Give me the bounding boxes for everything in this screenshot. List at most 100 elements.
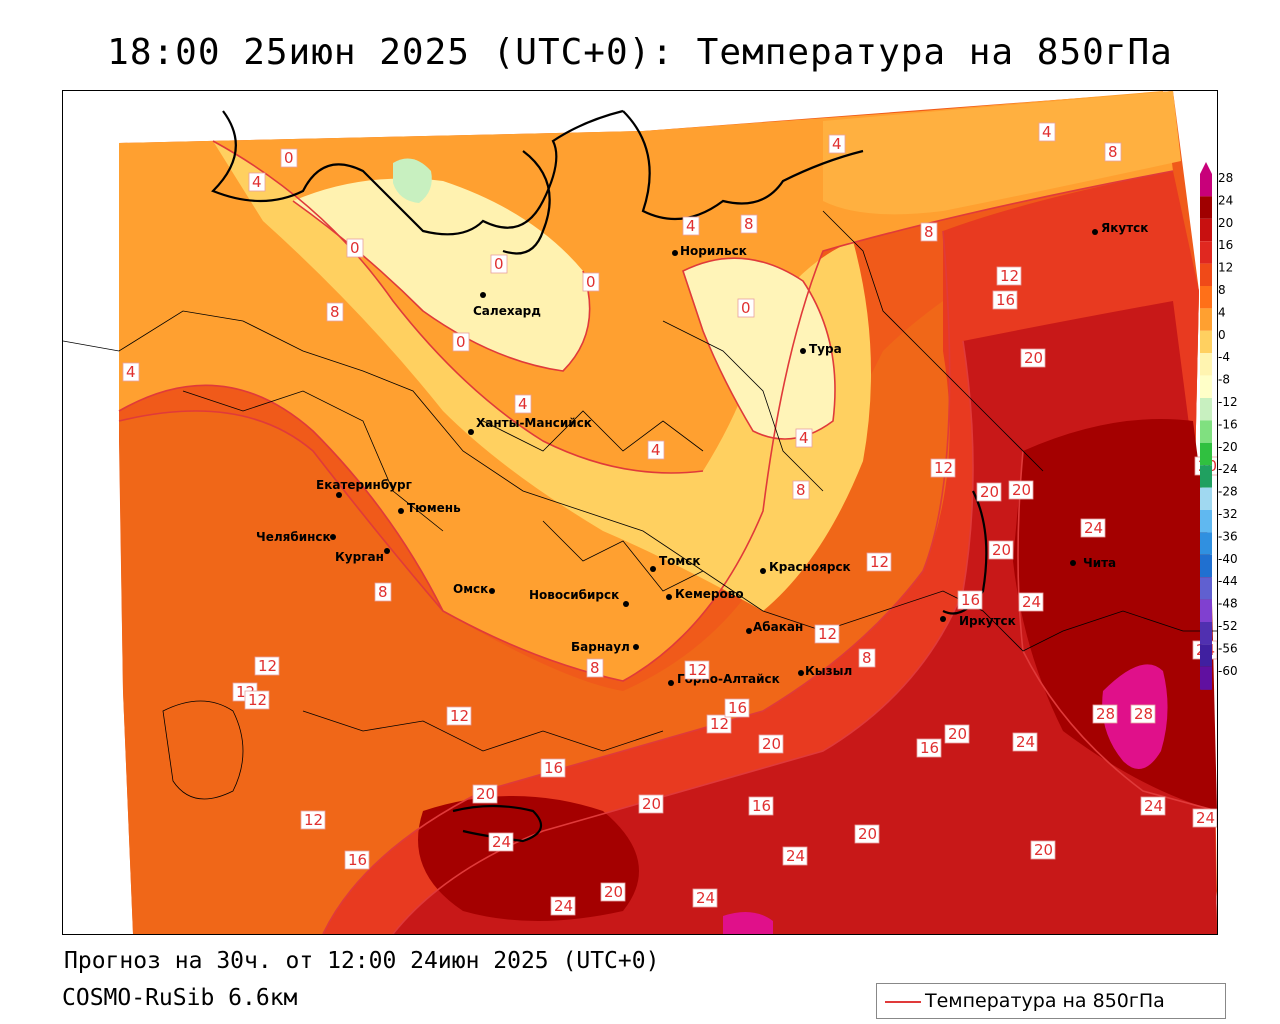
- city-chita[interactable]: Чита: [1070, 556, 1116, 570]
- colorbar-tick-label: -12: [1218, 395, 1238, 409]
- colorbar-swatch: [1200, 241, 1212, 264]
- svg-text:16: 16: [348, 851, 367, 869]
- city-abakan[interactable]: Абакан: [746, 620, 803, 634]
- temp-zone-neg4: [393, 158, 432, 203]
- city-kyzyl[interactable]: Кызыл: [798, 664, 852, 678]
- colorbar-tick-label: -56: [1218, 641, 1238, 655]
- svg-text:24: 24: [1144, 797, 1163, 815]
- svg-text:12: 12: [688, 661, 707, 679]
- colorbar-bottom-arrow: [1200, 689, 1212, 690]
- svg-text:16: 16: [996, 291, 1015, 309]
- svg-text:12: 12: [258, 657, 277, 675]
- city-kemerovo[interactable]: Кемерово: [666, 587, 744, 601]
- colorbar-swatch: [1200, 286, 1212, 309]
- city-yakutsk[interactable]: Якутск: [1092, 221, 1148, 235]
- svg-text:20: 20: [1012, 481, 1031, 499]
- svg-text:24: 24: [492, 833, 511, 851]
- svg-text:4: 4: [518, 395, 528, 413]
- svg-text:16: 16: [728, 699, 747, 717]
- temp-zone-8-north: [823, 91, 1181, 215]
- forecast-info: Прогноз на 30ч. от 12:00 24июн 2025 (UTC…: [64, 948, 660, 974]
- svg-text:20: 20: [858, 825, 877, 843]
- colorbar-tick-label: -36: [1218, 529, 1238, 543]
- colorbar-swatch: [1200, 554, 1212, 578]
- svg-text:24: 24: [554, 897, 573, 915]
- colorbar-tick-label: -20: [1218, 440, 1238, 454]
- city-tyumen[interactable]: Тюмень: [398, 501, 461, 515]
- colorbar-tick-label: 20: [1218, 216, 1233, 230]
- svg-text:4: 4: [799, 429, 809, 447]
- colorbar-swatch: [1200, 599, 1212, 622]
- svg-text:8: 8: [744, 215, 754, 233]
- svg-text:24: 24: [1084, 519, 1103, 537]
- svg-text:24: 24: [1022, 593, 1041, 611]
- colorbar-swatch: [1200, 487, 1212, 510]
- svg-text:4: 4: [252, 173, 262, 191]
- svg-text:12: 12: [304, 811, 323, 829]
- svg-text:Новосибирск: Новосибирск: [529, 588, 619, 602]
- svg-text:20: 20: [476, 785, 495, 803]
- city-kurgan[interactable]: Курган: [335, 548, 390, 564]
- svg-text:8: 8: [924, 223, 934, 241]
- colorbar-swatch: [1200, 375, 1212, 398]
- colorbar-swatch: [1200, 666, 1212, 690]
- city-krasnoyarsk[interactable]: Красноярск: [760, 560, 851, 574]
- city-irkutsk[interactable]: Иркутск: [940, 614, 1016, 628]
- svg-text:Норильск: Норильск: [680, 244, 747, 258]
- svg-text:4: 4: [686, 217, 696, 235]
- colorbar-swatch: [1200, 442, 1212, 466]
- svg-text:24: 24: [696, 889, 715, 907]
- colorbar-swatch: [1200, 353, 1212, 376]
- city-norilsk[interactable]: Норильск: [672, 244, 747, 258]
- svg-text:Якутск: Якутск: [1101, 221, 1148, 235]
- svg-text:0: 0: [456, 333, 466, 351]
- city-chelyabinsk[interactable]: Челябинск: [256, 530, 336, 544]
- map-legend: Температура на 850гПа: [876, 983, 1226, 1019]
- colorbar-swatch: [1200, 577, 1212, 600]
- city-tura[interactable]: Тура: [800, 342, 842, 356]
- svg-text:Челябинск: Челябинск: [256, 530, 331, 544]
- map-panel[interactable]: Салехард Норильск Якутск Тура Ханты-Манс…: [62, 90, 1218, 935]
- svg-text:16: 16: [544, 759, 563, 777]
- colorbar-tick-label: 24: [1218, 193, 1233, 207]
- colorbar-swatch: [1200, 174, 1212, 197]
- colorbar-tick-label: -32: [1218, 507, 1238, 521]
- svg-text:16: 16: [961, 591, 980, 609]
- colorbar-swatch: [1200, 330, 1212, 354]
- colorbar-tick-label: 4: [1218, 305, 1226, 319]
- colorbar-tick-label: 12: [1218, 261, 1233, 275]
- temperature-map[interactable]: Салехард Норильск Якутск Тура Ханты-Манс…: [63, 91, 1217, 934]
- svg-text:20: 20: [980, 483, 999, 501]
- svg-text:20: 20: [604, 883, 623, 901]
- svg-text:12: 12: [1000, 267, 1019, 285]
- legend-label: Температура на 850гПа: [925, 990, 1165, 1012]
- svg-text:Кызыл: Кызыл: [805, 664, 852, 678]
- svg-text:Омск: Омск: [453, 582, 488, 596]
- legend-line-swatch: [885, 1001, 921, 1003]
- city-omsk[interactable]: Омск: [453, 582, 495, 596]
- colorbar-swatch: [1200, 308, 1212, 331]
- map-title: 18:00 25июн 2025 (UTC+0): Температура на…: [107, 32, 1173, 73]
- svg-text:Салехард: Салехард: [473, 304, 541, 318]
- temp-zone-4: [213, 141, 871, 611]
- city-novosibirsk[interactable]: Новосибирск: [529, 588, 629, 607]
- svg-text:24: 24: [1016, 733, 1035, 751]
- colorbar-tick-label: -4: [1218, 350, 1230, 364]
- svg-text:28: 28: [1096, 705, 1115, 723]
- svg-text:Кемерово: Кемерово: [675, 587, 744, 601]
- svg-text:12: 12: [870, 553, 889, 571]
- city-yekaterinburg[interactable]: Екатеринбург: [316, 478, 412, 498]
- temp-zone-28-south: [723, 912, 773, 934]
- city-salekhard[interactable]: Салехард: [473, 292, 541, 318]
- city-barnaul[interactable]: Барнаул: [571, 640, 639, 654]
- svg-text:0: 0: [586, 273, 596, 291]
- colorbar-tick-label: 0: [1218, 328, 1226, 342]
- svg-text:16: 16: [920, 739, 939, 757]
- svg-text:Красноярск: Красноярск: [769, 560, 851, 574]
- colorbar-swatch: [1200, 263, 1212, 286]
- svg-text:Курган: Курган: [335, 550, 384, 564]
- colorbar-tick-label: -28: [1218, 485, 1238, 499]
- city-tomsk[interactable]: Томск: [650, 554, 701, 572]
- svg-text:20: 20: [762, 735, 781, 753]
- city-khanty-mansiysk[interactable]: Ханты-Мансийск: [468, 416, 592, 435]
